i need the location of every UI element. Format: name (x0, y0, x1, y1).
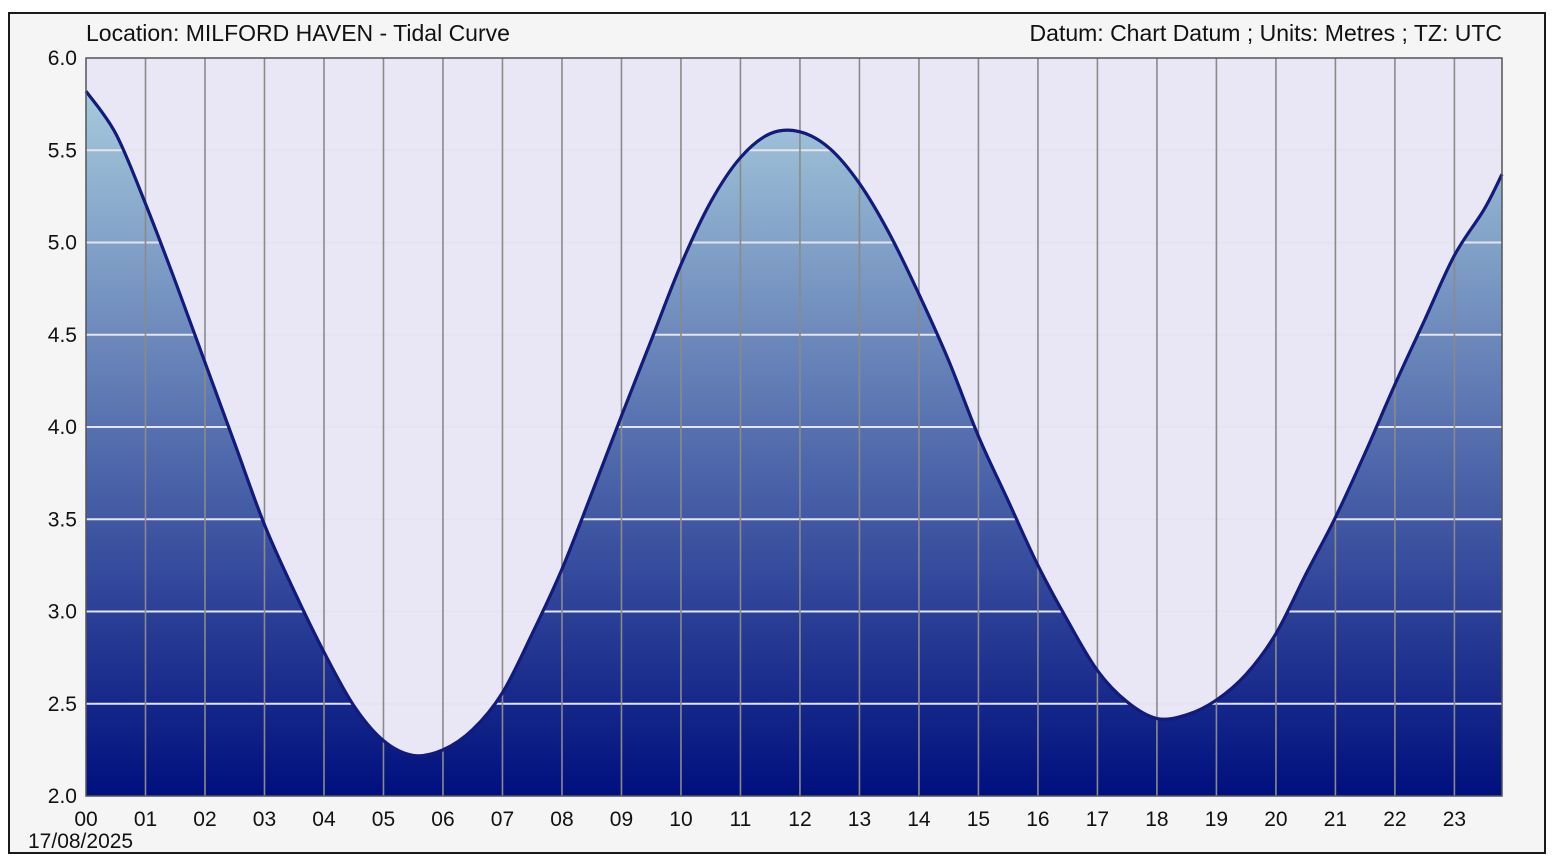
vertical-gridlines (144, 58, 1456, 796)
x-tick-label: 11 (730, 808, 752, 831)
x-tick-label: 02 (193, 808, 216, 831)
x-tick-label: 22 (1383, 808, 1406, 831)
x-axis-tick-labels: 00 01 02 03 04 05 06 07 08 09 10 11 12 13 14 15 16 17 18 19… (74, 808, 1466, 831)
y-tick-label: 4.0 (48, 416, 77, 439)
y-tick-label: 5.5 (48, 139, 77, 162)
x-tick-label: 12 (788, 808, 811, 831)
x-tick-label: 05 (372, 808, 395, 831)
x-tick-label: 00 (74, 808, 97, 831)
x-tick-label: 15 (967, 808, 990, 831)
x-tick-label: 10 (669, 808, 692, 831)
y-tick-label: 4.5 (48, 324, 77, 347)
x-tick-label: 03 (253, 808, 276, 831)
horizontal-gridlines (86, 149, 1502, 705)
date-label: 17/08/2025 (28, 830, 133, 852)
x-tick-label: 19 (1205, 808, 1228, 831)
chart-frame: 2.0 2.5 3.0 3.5 4.0 4.5 5.0 5.5 6.0 00 01 02 03 04 05… (8, 12, 1546, 854)
x-tick-label: 13 (848, 808, 871, 831)
y-tick-label: 2.0 (48, 785, 77, 808)
x-tick-label: 18 (1145, 808, 1168, 831)
plot-border (85, 57, 1503, 797)
x-tick-label: 16 (1026, 808, 1049, 831)
y-tick-label: 2.5 (48, 693, 77, 716)
x-tick-label: 04 (312, 808, 336, 831)
y-axis-tick-labels: 2.0 2.5 3.0 3.5 4.0 4.5 5.0 5.5 6.0 (48, 47, 77, 808)
chart-title: Location: MILFORD HAVEN - Tidal Curve (86, 20, 510, 46)
tide-area-fill (86, 91, 1502, 796)
x-tick-label: 06 (431, 808, 454, 831)
y-tick-label: 3.5 (48, 508, 77, 531)
y-tick-label: 5.0 (48, 232, 77, 255)
x-tick-label: 21 (1324, 808, 1347, 831)
x-tick-label: 17 (1086, 808, 1109, 831)
x-tick-label: 14 (907, 808, 931, 831)
x-tick-label: 08 (550, 808, 573, 831)
tide-height-line (84, 90, 1504, 758)
chart-subtitle: Datum: Chart Datum ; Units: Metres ; TZ:… (1030, 20, 1502, 46)
y-tick-label: 6.0 (48, 47, 77, 70)
x-tick-label: 20 (1264, 808, 1287, 831)
x-tick-label: 09 (610, 808, 633, 831)
tidal-curve-chart: 2.0 2.5 3.0 3.5 4.0 4.5 5.0 5.5 6.0 00 01 02 03 04 05… (28, 20, 1504, 852)
x-tick-label: 07 (491, 808, 514, 831)
x-tick-label: 01 (134, 808, 157, 831)
x-tick-label: 23 (1443, 808, 1466, 831)
y-tick-label: 3.0 (48, 601, 77, 624)
